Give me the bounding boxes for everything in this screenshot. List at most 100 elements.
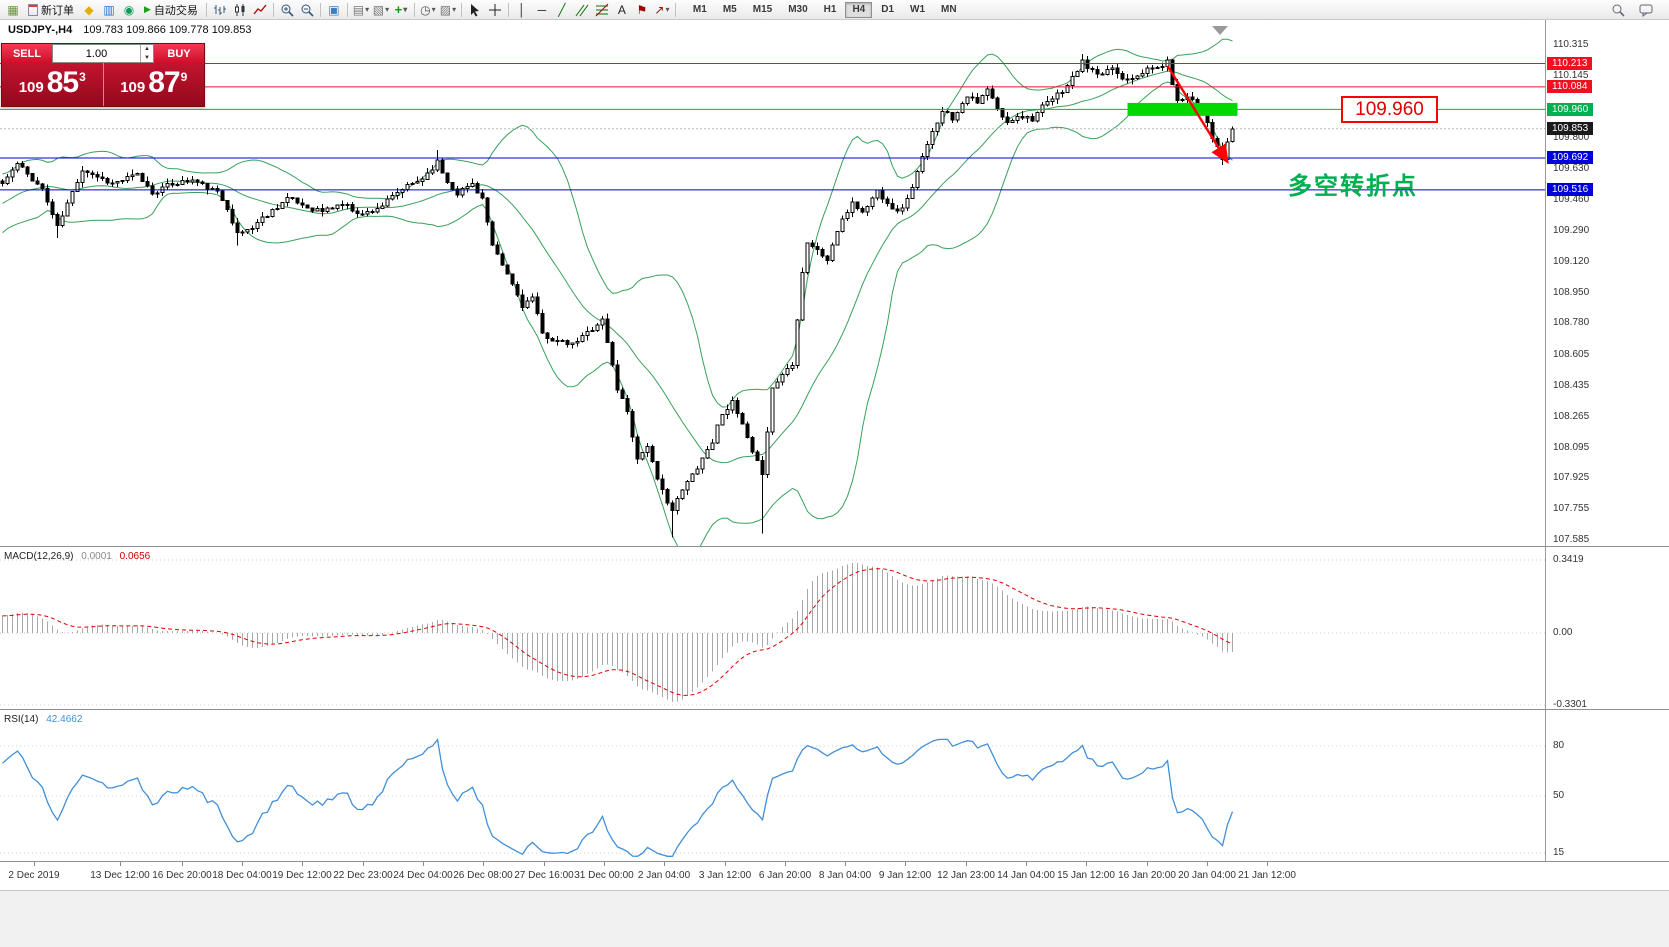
timeframe-h1[interactable]: H1 (823, 4, 837, 15)
price-axis-label: 108.095 (1553, 442, 1590, 453)
volume-value[interactable]: 1.00 (85, 47, 108, 60)
tile-windows-icon[interactable]: ▣ (328, 2, 340, 17)
macd-main-value: 0.0001 (81, 551, 112, 562)
macd-canvas[interactable] (0, 547, 1545, 709)
trendline-icon[interactable]: ╱ (558, 2, 566, 17)
time-axis-label: 16 Dec 20:00 (152, 870, 212, 881)
time-axis-label: 12 Jan 23:00 (937, 870, 995, 881)
chat-icon[interactable] (1636, 1, 1656, 19)
level-lines (0, 63, 1545, 191)
rsi-scale-label: 80 (1553, 740, 1565, 751)
dropdown-caret-icon[interactable]: ▾ (431, 4, 436, 14)
timeframe-h4[interactable]: H4 (845, 1, 873, 18)
price-axis[interactable]: 110.315 110.145 109.800 109.630 109.460 109.2… (1545, 20, 1669, 862)
bar-chart-icon[interactable] (210, 1, 230, 19)
price-axis-label: 107.755 (1553, 503, 1590, 514)
data-window-icon[interactable]: ◉ (123, 2, 135, 17)
timeframe-m30[interactable]: M30 (788, 4, 808, 15)
new-chart-icon[interactable]: ▦ (7, 2, 19, 17)
sell-button[interactable]: SELL (2, 44, 52, 63)
dropdown-caret-icon[interactable]: ▾ (452, 4, 457, 14)
volume-up-icon[interactable]: ▲ (144, 46, 150, 52)
timeframe-m15[interactable]: M15 (752, 4, 773, 15)
time-axis-label: 2 Dec 2019 (8, 870, 60, 881)
time-axis-tick (302, 862, 303, 866)
zoom-out-icon[interactable] (297, 1, 317, 19)
buy-price-pip: 9 (180, 70, 188, 84)
macd-signal-line (2, 568, 1233, 696)
arrows-icon[interactable]: ↗ ▾ (654, 2, 670, 17)
periods-icon[interactable]: ◷ ▾ (420, 2, 436, 17)
trend-arrow (1166, 65, 1229, 165)
chart-symbol-period: USDJPY-,H4 (8, 24, 73, 36)
autotrading-button[interactable]: ▶ 自动交易 (139, 1, 203, 19)
time-axis-label: 20 Jan 04:00 (1178, 870, 1236, 881)
price-axis-label: 109.120 (1553, 256, 1590, 267)
time-axis-tick (966, 862, 967, 866)
metaeditor-icon[interactable]: ◆ (84, 2, 94, 17)
time-axis-tick (785, 862, 786, 866)
turning-point-label[interactable]: 多空转折点 (1288, 173, 1418, 200)
chart-title: USDJPY-,H4 109.783 109.866 109.778 109.8… (8, 24, 251, 36)
timeframe-group: M1 M5 M15 M30 H1 H4 D1 W1 MN (685, 1, 965, 18)
fibonacci-icon[interactable] (592, 1, 612, 19)
dropdown-caret-icon[interactable]: ▾ (365, 4, 370, 14)
buy-button[interactable]: BUY (154, 44, 204, 63)
panel-separator[interactable] (0, 546, 1669, 547)
sell-price[interactable]: 109 85 3 (2, 63, 103, 106)
time-axis-tick (242, 862, 243, 866)
toolbar-separator (460, 2, 462, 17)
time-axis-label: 19 Dec 12:00 (272, 870, 332, 881)
new-order-icon (28, 3, 38, 16)
channel-icon[interactable] (572, 1, 592, 19)
candlestick-chart-icon[interactable] (230, 1, 250, 19)
cursor-icon[interactable] (465, 1, 485, 19)
autotrading-play-icon: ▶ (144, 4, 151, 14)
time-axis-tick (182, 862, 183, 866)
rsi-line (2, 738, 1234, 857)
sell-price-small: 109 (18, 79, 44, 96)
new-order-button[interactable]: 新订单 (23, 1, 79, 19)
market-watch-icon[interactable]: ▥ (103, 2, 115, 17)
chart-profiles-icon[interactable]: ▧ ▾ (372, 2, 390, 17)
timeframe-mn[interactable]: MN (941, 4, 957, 15)
add-indicator-icon[interactable]: + ▾ (394, 2, 408, 17)
toolbar-separator (346, 2, 348, 17)
zoom-in-icon[interactable] (277, 1, 297, 19)
volume-down-icon[interactable]: ▼ (144, 54, 150, 61)
line-chart-icon[interactable] (250, 1, 270, 19)
price-axis-tag: 109.692 (1547, 151, 1594, 164)
templates-icon[interactable]: ▨ ▾ (439, 2, 457, 17)
panel-separator[interactable] (0, 709, 1669, 710)
highlight-rect (1127, 102, 1238, 116)
timeframe-m5[interactable]: M5 (722, 4, 737, 15)
price-axis-tag: 109.853 (1547, 122, 1594, 135)
timeframe-m1[interactable]: M1 (692, 4, 707, 15)
toolbar-separator (674, 2, 676, 17)
search-icon[interactable] (1608, 1, 1628, 19)
horizontal-line-icon[interactable]: ─ (537, 2, 547, 17)
price-axis-label: 109.630 (1553, 163, 1590, 174)
vertical-line-icon[interactable]: │ (518, 2, 526, 17)
label-icon[interactable]: ⚑ (636, 2, 648, 17)
indicators-list-icon[interactable]: ▤ ▾ (352, 2, 370, 17)
price-axis-label: 107.925 (1553, 472, 1590, 483)
dropdown-caret-icon[interactable]: ▾ (665, 4, 670, 14)
time-axis-label: 13 Dec 12:00 (90, 870, 150, 881)
text-icon[interactable]: A (617, 2, 626, 17)
toolbar-separator (205, 2, 207, 17)
crosshair-icon[interactable] (485, 1, 505, 19)
time-axis[interactable]: 2 Dec 2019 13 Dec 12:00 16 Dec 20:00 18 Dec… (0, 862, 1669, 890)
timeframe-d1[interactable]: D1 (881, 4, 895, 15)
rsi-canvas[interactable] (0, 710, 1545, 861)
dropdown-caret-icon[interactable]: ▾ (385, 4, 390, 14)
buy-price[interactable]: 109 87 9 (102, 63, 204, 106)
dropdown-caret-icon[interactable]: ▾ (403, 4, 408, 14)
main-chart-canvas[interactable] (0, 20, 1545, 546)
timeframe-w1[interactable]: W1 (910, 4, 926, 15)
panel-separator[interactable] (0, 861, 1669, 862)
price-axis-tag: 110.084 (1547, 80, 1593, 93)
price-axis-label: 108.780 (1553, 317, 1590, 328)
volume-field[interactable]: 1.00 ▲ ▼ (52, 44, 154, 63)
price-annotation-box[interactable]: 109.960 (1341, 96, 1438, 123)
